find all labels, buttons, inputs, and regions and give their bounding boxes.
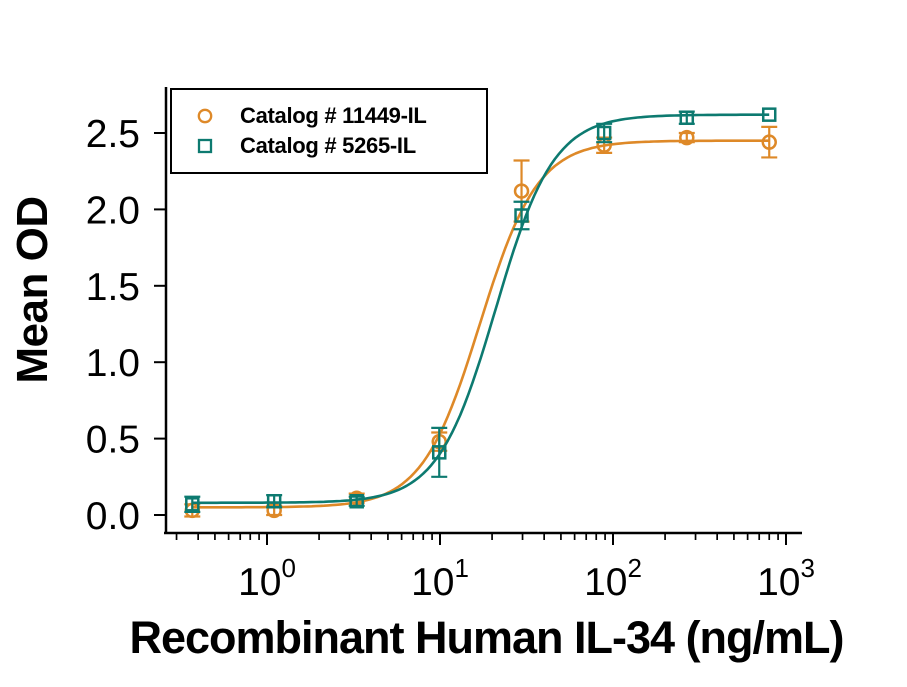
- legend-circle-marker: [197, 108, 213, 124]
- legend-square-marker: [197, 138, 213, 154]
- data-point-square-5265-IL: [349, 493, 364, 509]
- fit-curve-5265-IL: [192, 113, 770, 505]
- y-tick-label: 1.5: [86, 266, 140, 309]
- data-point-square-5265-IL: [596, 125, 612, 141]
- data-point-square-5265-IL: [431, 445, 447, 460]
- data-point-square-5265-IL: [266, 493, 282, 509]
- y-axis-title: Mean OD: [8, 196, 57, 384]
- legend-label-11449: Catalog # 11449-IL: [240, 103, 427, 128]
- y-tick-label: 1.0: [86, 342, 140, 385]
- x-axis-title: Recombinant Human IL-34 (ng/mL): [129, 612, 844, 663]
- data-point-square-5265-IL: [679, 110, 695, 125]
- x-tick-label: 100: [238, 553, 296, 604]
- data-point-square-5265-IL: [514, 208, 529, 223]
- x-tick-label: 103: [757, 553, 815, 604]
- legend-label-5265: Catalog # 5265-IL: [240, 133, 416, 158]
- legend-circle-marker-icon: [197, 108, 213, 124]
- x-tick-label: 101: [411, 553, 469, 604]
- data-point-circle-11449-IL: [679, 129, 695, 146]
- data-point-square-5265-IL: [761, 107, 777, 122]
- y-tick-label: 2.0: [86, 189, 140, 232]
- y-tick-label: 0.5: [86, 419, 140, 462]
- x-tick-label: 102: [584, 553, 642, 604]
- legend: Catalog # 11449-IL Catalog # 5265-IL: [170, 88, 488, 174]
- y-tick-label: 2.5: [86, 113, 140, 156]
- legend-square-marker-icon: [197, 138, 213, 154]
- data-point-circle-11449-IL: [761, 134, 777, 150]
- legend-item-11449: Catalog # 11449-IL: [172, 101, 486, 131]
- data-point-circle-11449-IL: [513, 183, 530, 199]
- data-point-square-5265-IL: [185, 497, 200, 512]
- fit-curve-11449-IL: [192, 139, 770, 509]
- legend-item-5265: Catalog # 5265-IL: [172, 131, 486, 161]
- y-tick-label: 0.0: [86, 495, 140, 538]
